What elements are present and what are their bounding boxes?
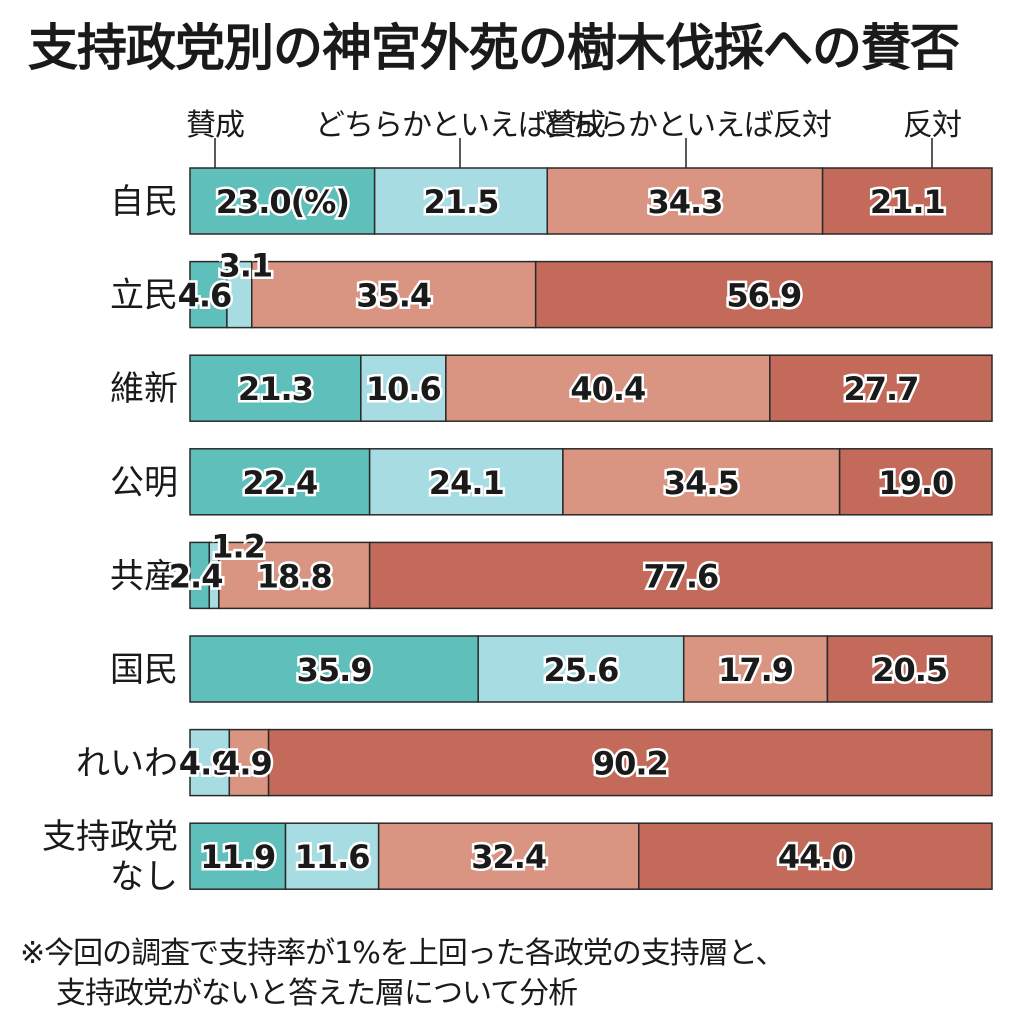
category-label: 共産	[110, 556, 178, 596]
bar-segment-2	[546, 167, 824, 235]
data-label: 11.9	[200, 838, 275, 876]
legend-label-somewhat-oppose: どちらかといえば反対	[541, 108, 832, 143]
bar-row: 立民 4.63.1 35.4 56.9	[110, 244, 993, 329]
data-label: 44.0	[778, 838, 853, 876]
chart-title: 支持政党別の神宮外苑の樹木伐採への賛否	[28, 19, 960, 77]
bar-segment-3	[838, 448, 993, 516]
bar-segment-0	[189, 354, 362, 422]
data-label: 27.7	[843, 370, 918, 408]
bar-segment-2	[445, 354, 771, 422]
data-label: 10.6	[366, 370, 441, 408]
bar-row: れいわ 4.94.9 90.2	[76, 728, 993, 797]
bar-segment-3	[826, 635, 993, 703]
bar-segment-1	[226, 260, 253, 329]
category-label: 国民	[110, 650, 178, 690]
data-label: 25.6	[543, 651, 618, 689]
category-label: 維新	[110, 369, 178, 409]
bar-segment-0	[189, 260, 228, 329]
bar-segment-2	[251, 260, 537, 329]
data-label: 17.9	[718, 651, 793, 689]
data-label: 1.2	[211, 527, 265, 565]
data-label: 19.0	[878, 464, 953, 502]
bar-segment-3	[368, 541, 993, 610]
data-label: 21.3	[238, 370, 313, 408]
category-label: 公明	[110, 463, 178, 503]
data-label: 2.4	[169, 557, 223, 595]
category-label: 立民	[110, 276, 178, 316]
data-label: 11.6	[295, 838, 370, 876]
data-label: 35.4	[356, 277, 431, 315]
category-label: 支持政党	[42, 817, 178, 857]
data-label: 3.1	[218, 247, 272, 285]
bar-segment-1	[368, 448, 564, 516]
bar-segment-3	[638, 822, 993, 890]
data-label: 23.0(%)	[216, 183, 349, 221]
category-label: なし	[110, 857, 178, 897]
data-label: 35.9	[297, 651, 372, 689]
legend-label-approve: 賛成	[186, 108, 245, 143]
legend-label-somewhat-approve: どちらかといえば賛成	[315, 108, 606, 143]
footnote-line-2: 支持政党がないと答えた層について分析	[56, 976, 578, 1011]
data-label: 22.4	[242, 464, 317, 502]
data-label: 77.6	[643, 557, 718, 595]
data-label: 4.9	[179, 745, 233, 783]
data-label: 40.4	[570, 370, 645, 408]
bar-row: 自民 23.0(%) 21.5 34.3 21.1	[110, 167, 993, 235]
bar-row: 維新 21.3 10.6 40.4 27.7	[110, 354, 993, 422]
bar-segment-2	[377, 822, 640, 890]
bar-segment-0	[189, 635, 479, 703]
bar-row: 国民 35.9 25.6 17.9 20.5	[110, 635, 993, 703]
bar-segment-2	[562, 448, 841, 516]
bar-row: 公明 22.4 24.1 34.5 19.0	[110, 448, 993, 516]
data-label: 20.5	[872, 651, 947, 689]
legend-label-oppose: 反対	[903, 108, 962, 143]
data-label: 24.1	[429, 464, 504, 502]
bar-segment-1	[360, 354, 447, 422]
bar-segment-3	[534, 260, 993, 329]
bar-segment-1	[373, 167, 548, 235]
data-label: 56.9	[726, 277, 801, 315]
data-label: 21.5	[423, 183, 498, 221]
data-label: 4.6	[178, 277, 232, 315]
category-label: れいわ	[76, 744, 178, 784]
bar-segment-3	[769, 354, 993, 422]
bar-segment-3	[267, 728, 993, 797]
data-label: 34.5	[664, 464, 739, 502]
bar-segment-0	[189, 822, 287, 890]
bar-segment-0	[189, 167, 376, 235]
bar-segment-1	[477, 635, 685, 703]
data-label: 4.9	[218, 745, 272, 783]
data-label: 21.1	[870, 183, 945, 221]
bar-segment-3	[821, 167, 993, 235]
bar-segment-2	[218, 541, 371, 610]
bar-segment-0	[189, 448, 371, 516]
bar-segment-1	[284, 822, 380, 890]
category-label: 自民	[110, 182, 178, 222]
data-label: 34.3	[647, 183, 722, 221]
bar-segment-2	[682, 635, 829, 703]
bar-row: 共産2.41.218.8 77.6	[110, 525, 993, 610]
data-label: 18.8	[257, 557, 332, 595]
data-label: 90.2	[593, 745, 668, 783]
data-label: 32.4	[471, 838, 546, 876]
footnote-line-1: ※今回の調査で支持率が1%を上回った各政党の支持層と、	[20, 936, 786, 971]
